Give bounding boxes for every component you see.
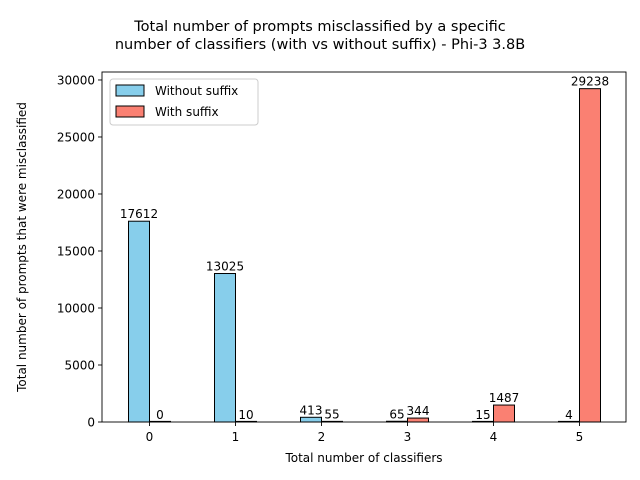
y-tick-label-10000: 10000 bbox=[57, 301, 95, 315]
bars-group bbox=[128, 88, 601, 423]
bar-without-suffix-0 bbox=[128, 220, 150, 423]
y-tick-label-25000: 25000 bbox=[57, 130, 95, 144]
legend-frame bbox=[109, 78, 259, 126]
data-label-without-suffix-0: 17612 bbox=[120, 207, 158, 221]
x-tick-label-0: 0 bbox=[146, 430, 154, 444]
data-label-without-suffix-3: 65 bbox=[389, 407, 404, 421]
x-axis: 0 1 2 3 4 5 bbox=[146, 422, 584, 444]
data-labels-group: 17612 0 13025 10 413 55 65 344 15 1487 4 29238 bbox=[120, 75, 609, 422]
bar-with-suffix-4 bbox=[493, 404, 515, 423]
data-label-with-suffix-0: 0 bbox=[156, 408, 164, 422]
y-tick-label-20000: 20000 bbox=[57, 187, 95, 201]
x-tick-label-3: 3 bbox=[404, 430, 412, 444]
bar-with-suffix-3 bbox=[407, 417, 429, 423]
data-label-with-suffix-1: 10 bbox=[238, 408, 253, 422]
y-axis: 0 5000 10000 15000 20000 25000 30000 bbox=[57, 73, 102, 430]
chart-title-line-1: Total number of prompts misclassified by… bbox=[133, 19, 505, 35]
data-label-without-suffix-4: 15 bbox=[475, 408, 490, 422]
chart-title-line-2: number of classifiers (with vs without s… bbox=[115, 37, 525, 53]
legend: Without suffix With suffix bbox=[109, 78, 259, 126]
y-axis-label: Total number of prompts that were miscla… bbox=[15, 102, 29, 393]
x-tick-label-5: 5 bbox=[576, 430, 584, 444]
y-tick-label-15000: 15000 bbox=[57, 244, 95, 258]
data-label-with-suffix-5: 29238 bbox=[571, 75, 609, 89]
legend-label-without-suffix: Without suffix bbox=[155, 84, 238, 98]
data-label-without-suffix-5: 4 bbox=[565, 408, 573, 422]
legend-swatch-without-suffix bbox=[115, 84, 145, 97]
y-tick-label-30000: 30000 bbox=[57, 73, 95, 87]
bar-with-suffix-5 bbox=[579, 88, 601, 423]
x-tick-label-1: 1 bbox=[232, 430, 240, 444]
y-tick-label-0: 0 bbox=[87, 416, 95, 430]
data-label-with-suffix-3: 344 bbox=[407, 404, 430, 418]
x-axis-label: Total number of classifiers bbox=[284, 451, 442, 465]
y-tick-label-5000: 5000 bbox=[64, 358, 95, 372]
legend-swatch-with-suffix bbox=[115, 105, 145, 118]
data-label-without-suffix-1: 13025 bbox=[206, 260, 244, 274]
bar-without-suffix-2 bbox=[300, 416, 322, 423]
data-label-with-suffix-2: 55 bbox=[324, 407, 339, 421]
x-tick-label-4: 4 bbox=[490, 430, 498, 444]
chart-title: Total number of prompts misclassified by… bbox=[115, 19, 525, 53]
x-tick-label-2: 2 bbox=[318, 430, 326, 444]
plot-frame bbox=[101, 71, 627, 423]
data-label-without-suffix-2: 413 bbox=[300, 403, 323, 417]
data-label-with-suffix-4: 1487 bbox=[489, 391, 520, 405]
legend-label-with-suffix: With suffix bbox=[155, 105, 219, 119]
bar-without-suffix-1 bbox=[214, 273, 236, 423]
